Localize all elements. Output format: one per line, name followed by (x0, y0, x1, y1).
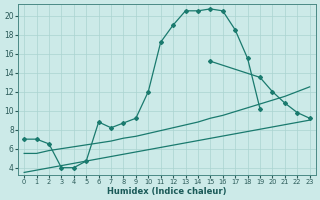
X-axis label: Humidex (Indice chaleur): Humidex (Indice chaleur) (107, 187, 227, 196)
